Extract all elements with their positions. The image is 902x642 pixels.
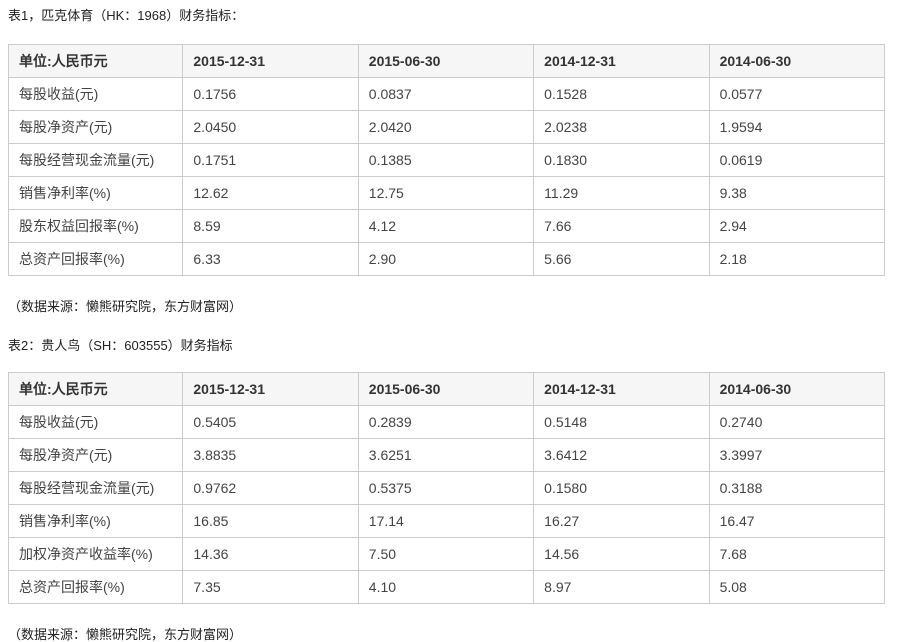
metric-label-cell: 总资产回报率(%) — [7, 570, 184, 604]
metric-value-cell: 7.50 — [357, 537, 535, 571]
metric-value-cell: 7.35 — [182, 570, 359, 604]
metric-value-cell: 14.56 — [533, 537, 710, 571]
table2-body: 每股收益(元) 0.5405 0.2839 0.5148 0.2740 每股净资产(元) 3… — [7, 405, 886, 604]
table-row: 每股经营现金流量(元) 0.1751 0.1385 0.1830 0.0619 — [7, 143, 886, 177]
metric-value-cell: 2.18 — [708, 242, 886, 276]
metric-value-cell: 4.10 — [357, 570, 535, 604]
peak-sport-table-section: 表1，匹克体育（HK：1968）财务指标： 单位:人民币元 2015-12-31 2… — [7, 8, 894, 314]
metric-value-cell: 8.97 — [533, 570, 710, 604]
metric-label-cell: 销售净利率(%) — [7, 176, 184, 210]
table-row: 每股收益(元) 0.1756 0.0837 0.1528 0.0577 — [7, 77, 886, 111]
metric-value-cell: 0.1830 — [533, 143, 710, 177]
table-row: 每股经营现金流量(元) 0.9762 0.5375 0.1580 0.3188 — [7, 471, 886, 505]
metric-value-cell: 1.9594 — [708, 110, 886, 144]
metric-value-cell: 3.3997 — [708, 438, 886, 472]
metric-value-cell: 5.66 — [533, 242, 710, 276]
table-row: 每股收益(元) 0.5405 0.2839 0.5148 0.2740 — [7, 405, 886, 439]
metric-label-cell: 总资产回报率(%) — [7, 242, 184, 276]
metric-value-cell: 16.85 — [182, 504, 359, 538]
date-header-cell: 2014-06-30 — [708, 372, 886, 406]
table2-caption: 表2：贵人鸟（SH：603555）财务指标 — [8, 338, 233, 353]
guirenniao-table-section: 表2：贵人鸟（SH：603555）财务指标 单位:人民币元 2015-12-31 2… — [7, 338, 894, 642]
table1-caption: 表1，匹克体育（HK：1968）财务指标： — [8, 8, 245, 23]
metric-value-cell: 12.62 — [182, 176, 359, 210]
metric-value-cell: 0.5405 — [182, 405, 359, 439]
metric-value-cell: 3.8835 — [182, 438, 359, 472]
date-header-cell: 2015-06-30 — [357, 372, 535, 406]
table-row: 每股净资产(元) 3.8835 3.6251 3.6412 3.3997 — [7, 438, 886, 472]
metric-value-cell: 8.59 — [182, 209, 359, 243]
date-header-cell: 2015-06-30 — [357, 44, 535, 78]
metric-value-cell: 0.1385 — [357, 143, 535, 177]
metric-label-cell: 股东权益回报率(%) — [7, 209, 184, 243]
metric-label-cell: 销售净利率(%) — [7, 504, 184, 538]
date-header-cell: 2014-06-30 — [708, 44, 886, 78]
date-header-cell: 2015-12-31 — [182, 44, 359, 78]
metric-value-cell: 9.38 — [708, 176, 886, 210]
peak-sport-financial-table: 单位:人民币元 2015-12-31 2015-06-30 2014-12-31 201… — [7, 44, 886, 276]
metric-label-cell: 加权净资产收益率(%) — [7, 537, 184, 571]
metric-value-cell: 0.1528 — [533, 77, 710, 111]
metric-value-cell: 17.14 — [357, 504, 535, 538]
table-row: 总资产回报率(%) 6.33 2.90 5.66 2.18 — [7, 242, 886, 276]
table2-source-note: （数据来源：懒熊研究院，东方财富网） — [8, 627, 243, 642]
metric-label-cell: 每股净资产(元) — [7, 438, 184, 472]
metric-value-cell: 14.36 — [182, 537, 359, 571]
metric-value-cell: 3.6251 — [357, 438, 535, 472]
metric-value-cell: 2.0420 — [357, 110, 535, 144]
metric-value-cell: 2.94 — [708, 209, 886, 243]
metric-label-cell: 每股收益(元) — [7, 405, 184, 439]
table-row: 销售净利率(%) 12.62 12.75 11.29 9.38 — [7, 176, 886, 210]
table2-header-row: 单位:人民币元 2015-12-31 2015-06-30 2014-12-31 201… — [7, 372, 886, 406]
metric-value-cell: 0.0577 — [708, 77, 886, 111]
table-row: 销售净利率(%) 16.85 17.14 16.27 16.47 — [7, 504, 886, 538]
metric-value-cell: 0.5148 — [533, 405, 710, 439]
table-row: 总资产回报率(%) 7.35 4.10 8.97 5.08 — [7, 570, 886, 604]
metric-value-cell: 6.33 — [182, 242, 359, 276]
metric-value-cell: 0.2740 — [708, 405, 886, 439]
date-header-cell: 2014-12-31 — [533, 44, 710, 78]
date-header-cell: 2015-12-31 — [182, 372, 359, 406]
metric-value-cell: 16.27 — [533, 504, 710, 538]
metric-value-cell: 0.1756 — [182, 77, 359, 111]
metric-value-cell: 7.68 — [708, 537, 886, 571]
metric-value-cell: 0.1580 — [533, 471, 710, 505]
metric-value-cell: 11.29 — [533, 176, 710, 210]
metric-label-cell: 每股经营现金流量(元) — [7, 143, 184, 177]
metric-value-cell: 2.90 — [357, 242, 535, 276]
metric-value-cell: 0.9762 — [182, 471, 359, 505]
metric-value-cell: 4.12 — [357, 209, 535, 243]
guirenniao-financial-table: 单位:人民币元 2015-12-31 2015-06-30 2014-12-31 201… — [7, 372, 886, 604]
metric-label-cell: 每股收益(元) — [7, 77, 184, 111]
metric-value-cell: 0.0837 — [357, 77, 535, 111]
table1-body: 每股收益(元) 0.1756 0.0837 0.1528 0.0577 每股净资产(元) 2… — [7, 77, 886, 276]
metric-value-cell: 0.3188 — [708, 471, 886, 505]
metric-value-cell: 0.5375 — [357, 471, 535, 505]
metric-value-cell: 5.08 — [708, 570, 886, 604]
table-row: 每股净资产(元) 2.0450 2.0420 2.0238 1.9594 — [7, 110, 886, 144]
metric-value-cell: 3.6412 — [533, 438, 710, 472]
metric-value-cell: 0.0619 — [708, 143, 886, 177]
unit-header-cell: 单位:人民币元 — [7, 44, 184, 78]
date-header-cell: 2014-12-31 — [533, 372, 710, 406]
table-row: 股东权益回报率(%) 8.59 4.12 7.66 2.94 — [7, 209, 886, 243]
metric-value-cell: 7.66 — [533, 209, 710, 243]
metric-value-cell: 2.0450 — [182, 110, 359, 144]
metric-value-cell: 2.0238 — [533, 110, 710, 144]
table1-source-note: （数据来源：懒熊研究院，东方财富网） — [8, 299, 243, 314]
table-row: 加权净资产收益率(%) 14.36 7.50 14.56 7.68 — [7, 537, 886, 571]
table1-header-row: 单位:人民币元 2015-12-31 2015-06-30 2014-12-31 201… — [7, 44, 886, 78]
unit-header-cell: 单位:人民币元 — [7, 372, 184, 406]
metric-label-cell: 每股经营现金流量(元) — [7, 471, 184, 505]
metric-value-cell: 12.75 — [357, 176, 535, 210]
metric-value-cell: 0.2839 — [357, 405, 535, 439]
metric-value-cell: 0.1751 — [182, 143, 359, 177]
metric-label-cell: 每股净资产(元) — [7, 110, 184, 144]
metric-value-cell: 16.47 — [708, 504, 886, 538]
